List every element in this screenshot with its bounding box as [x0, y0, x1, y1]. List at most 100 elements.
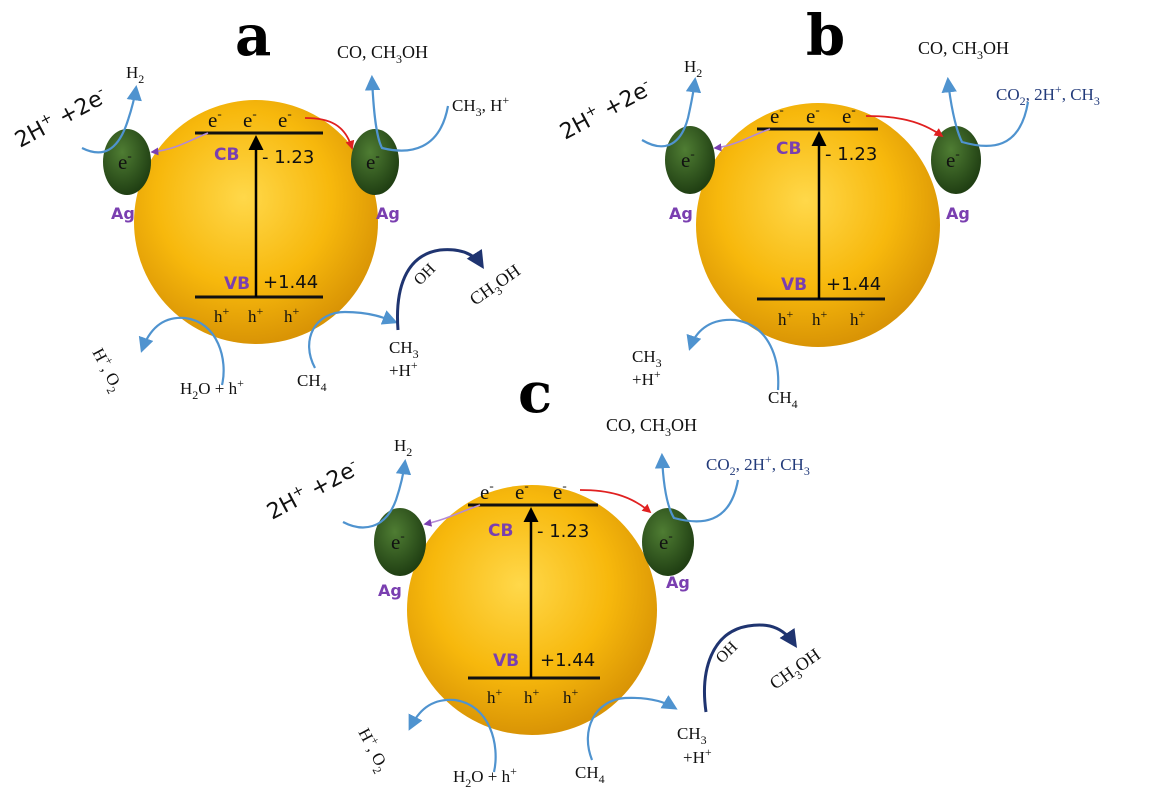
panel-c-letter: c — [518, 360, 552, 426]
svg-text:e-: e- — [480, 478, 494, 504]
svg-text:e-: e- — [515, 478, 529, 504]
panel-a-ag-left-label: Ag — [111, 204, 135, 223]
panel-b-h-reactant: 2H+ +2e- — [555, 74, 656, 145]
svg-text:h+: h+ — [778, 307, 794, 329]
svg-text:e-: e- — [770, 102, 784, 128]
panel-b-vb-potential: +1.44 — [826, 274, 881, 295]
panel-a-electron-transfer-right — [304, 117, 355, 150]
panel-c-methanol: CH3OH — [766, 644, 826, 696]
svg-text:h+: h+ — [284, 304, 300, 326]
svg-text:h+: h+ — [248, 304, 264, 326]
panel-c-methane: CH4 — [575, 763, 605, 786]
panel-a-cb-potential: - 1.23 — [262, 147, 314, 168]
svg-text:e-: e- — [243, 106, 257, 132]
panel-c-methanol-arrow — [703, 623, 797, 713]
panel-b-vb-label: VB — [781, 275, 807, 295]
panel-a-vb-potential: +1.44 — [263, 272, 318, 293]
panel-c-water-oxidation-arrow — [408, 698, 497, 773]
panel-c-oxygen-products: H+, O2 — [351, 724, 395, 777]
svg-text:e-: e- — [806, 102, 820, 128]
panel-a-ag-right — [351, 129, 399, 195]
panel-a-methanol-arrow — [396, 248, 484, 331]
panel-c-water-reactant: H2O + h+ — [453, 764, 517, 790]
panel-b-ag-left — [665, 126, 715, 194]
panel-b-electrons: e- e- e- — [770, 102, 856, 128]
panel-b-electron-transfer-left — [713, 128, 771, 152]
panel-b-h2: H2 — [684, 57, 702, 80]
panel-c-electrons: e- e- e- — [480, 478, 567, 504]
panel-c-reduction-product: CO, CH3OH — [606, 415, 697, 439]
svg-text:e-: e- — [278, 106, 292, 132]
panel-b-ag-left-label: Ag — [669, 204, 693, 223]
panel-a-water-oxidation-arrow — [138, 316, 225, 386]
panel-a-letter: a — [235, 3, 271, 69]
panel-a-electrons: e- e- e- — [208, 106, 292, 132]
svg-text:h+: h+ — [214, 304, 230, 326]
panel-a-hydroxyl: OH — [411, 260, 440, 289]
panel-b-electron-transfer-right — [865, 115, 944, 138]
svg-text:h+: h+ — [850, 307, 866, 329]
panel-a-reduction-product: CO, CH3OH — [337, 42, 428, 66]
panel-c-ag-left — [374, 508, 426, 576]
panel-a-h2: H2 — [126, 63, 144, 86]
panel-c-vb-label: VB — [493, 651, 519, 671]
panel-c-methyl-proton: +H+ — [683, 745, 712, 767]
panel-a-methanol: CH3OH — [466, 260, 526, 312]
panel-b-reduction-arrow — [941, 76, 1030, 148]
panel-b-letter: b — [806, 3, 845, 69]
panel-c-ag-right — [642, 508, 694, 576]
panel-c-ag-right-label: Ag — [666, 573, 690, 592]
panel-c-co2-reactant: CO2, 2H+, CH3 — [706, 452, 810, 478]
panel-b-cb-potential: - 1.23 — [825, 144, 877, 165]
panel-a-h2-arrow — [81, 84, 142, 154]
panel-b: b e- e- e- h+ h+ h+ CB VB - 1.23 +1.44 e… — [555, 3, 1100, 411]
panel-c-methyl: CH3 — [677, 724, 707, 747]
panel-c-ag-right-electron: e- — [659, 528, 673, 554]
panel-b-reduction-product: CO, CH3OH — [918, 38, 1009, 62]
panel-c-h2-arrow — [342, 458, 412, 529]
panel-c-electron-transfer-right — [579, 489, 652, 514]
panel-c-vb-potential: +1.44 — [540, 650, 595, 671]
panel-a: a e- e- e- h+ h+ h+ CB VB - 1.23 +1.44 e… — [11, 3, 526, 402]
panel-c-ag-left-electron: e- — [391, 528, 405, 554]
panel-c: c e- e- e- h+ h+ h+ CB VB - 1.23 +1.44 e… — [262, 360, 826, 790]
panel-a-oxygen-products: H+, O2 — [85, 344, 129, 397]
panel-c-methane-oxidation-arrow — [586, 695, 678, 761]
panel-b-holes: h+ h+ h+ — [778, 307, 866, 329]
panel-c-ag-left-label: Ag — [378, 581, 402, 600]
panel-c-electron-transfer-left — [423, 504, 481, 527]
svg-text:e-: e- — [842, 102, 856, 128]
panel-a-reduction-arrow — [364, 74, 450, 152]
panel-b-methane: CH4 — [768, 388, 798, 411]
panel-a-holes: h+ h+ h+ — [214, 304, 300, 326]
svg-text:e-: e- — [553, 478, 567, 504]
panel-a-methane-oxidation-arrow — [308, 310, 398, 369]
panel-b-ag-right-label: Ag — [946, 204, 970, 223]
panel-c-reduction-arrow — [654, 452, 740, 523]
panel-c-h2: H2 — [394, 436, 412, 459]
panel-c-cb-label: CB — [488, 521, 513, 541]
svg-text:e-: e- — [208, 106, 222, 132]
panel-a-methane: CH4 — [297, 371, 327, 394]
panel-b-co2-reactant: CO2, 2H+, CH3 — [996, 82, 1100, 108]
panel-b-h2-arrow — [641, 76, 702, 148]
panel-b-cb-label: CB — [776, 139, 801, 159]
panel-a-ag-left-electron: e- — [118, 148, 132, 174]
panel-a-ag-right-label: Ag — [376, 204, 400, 223]
panel-b-methane-oxidation-arrow — [686, 318, 780, 391]
panel-b-methyl: CH3 — [632, 347, 662, 370]
panel-a-vb-label: VB — [224, 274, 250, 294]
panel-a-cb-label: CB — [214, 145, 239, 165]
panel-b-methyl-proton: +H+ — [632, 367, 661, 389]
panel-a-ag-right-electron: e- — [366, 148, 380, 174]
svg-text:h+: h+ — [524, 685, 540, 707]
svg-text:h+: h+ — [563, 685, 579, 707]
panel-c-h-reactant: 2H+ +2e- — [262, 454, 363, 525]
panel-a-water-reactant: H2O + h+ — [180, 376, 244, 402]
panel-a-electron-transfer-left — [150, 132, 209, 156]
panel-a-methyl: CH3 — [389, 338, 419, 361]
svg-text:h+: h+ — [487, 685, 503, 707]
panel-b-ag-left-electron: e- — [681, 146, 695, 172]
